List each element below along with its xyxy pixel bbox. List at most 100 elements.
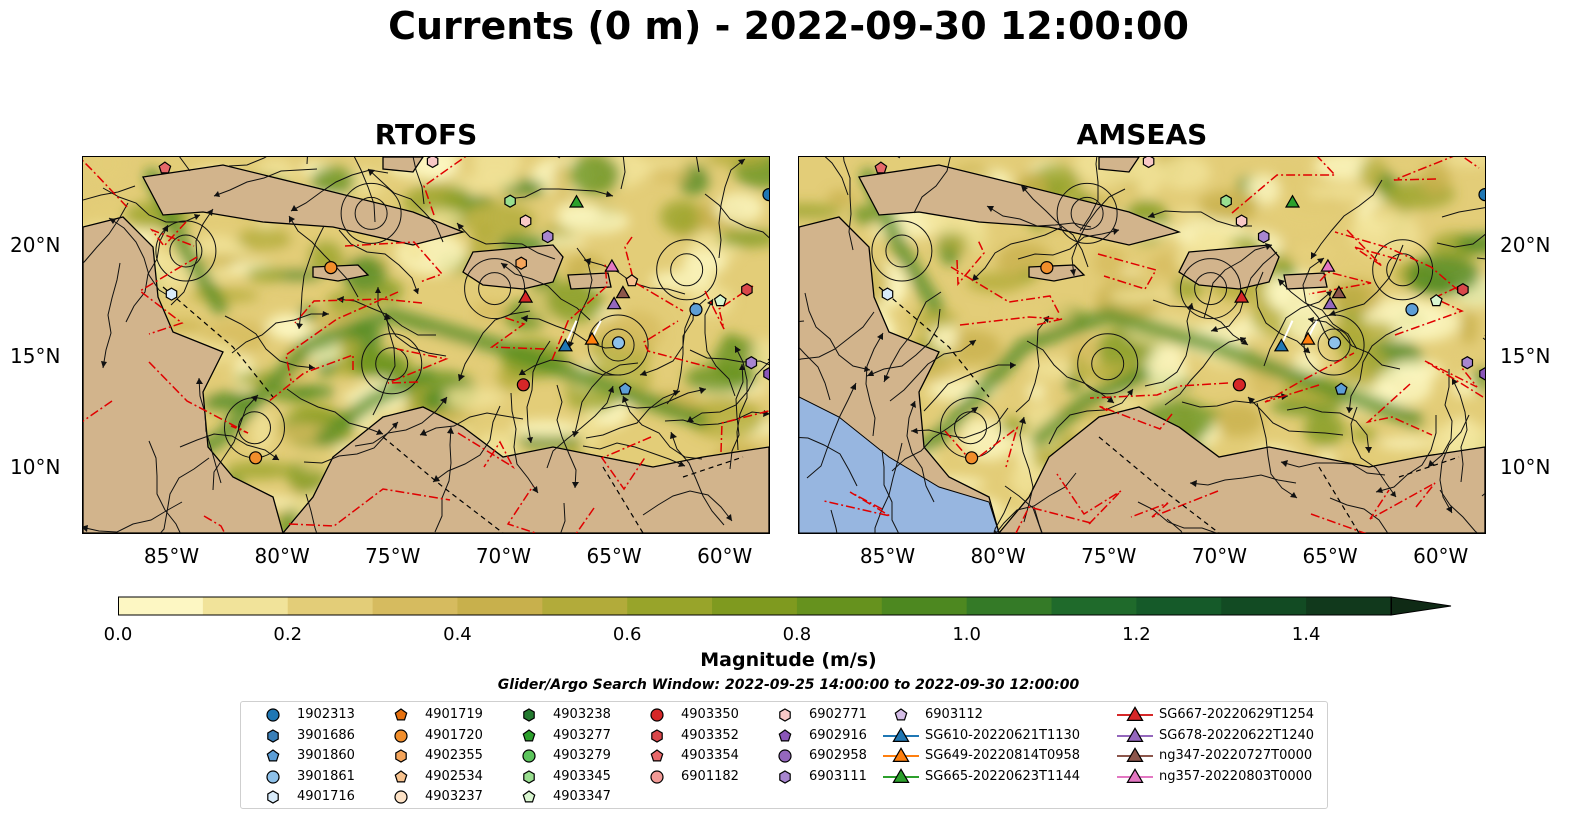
platform-marker[interactable] (504, 194, 516, 208)
legend-marker-shape[interactable] (650, 769, 664, 784)
platform-marker[interactable] (426, 157, 439, 169)
platform-marker[interactable] (874, 161, 888, 174)
platform-marker[interactable] (518, 289, 534, 303)
platform-marker[interactable] (1478, 188, 1485, 202)
platform-marker[interactable] (689, 303, 703, 317)
legend-marker-shape[interactable] (892, 767, 910, 783)
platform-marker[interactable] (516, 378, 530, 392)
legend-marker-shape[interactable] (892, 747, 910, 762)
platform-marker[interactable] (1334, 382, 1348, 395)
platform-marker[interactable] (1220, 194, 1232, 208)
legend-marker-shape[interactable] (650, 749, 664, 762)
platform-marker[interactable] (1273, 338, 1289, 352)
platform-marker[interactable] (519, 214, 532, 228)
legend-marker-shape[interactable] (651, 728, 663, 743)
current-streamlines (799, 157, 1485, 533)
legend-marker-shape[interactable] (1126, 706, 1144, 721)
legend-marker-shape[interactable] (394, 769, 408, 782)
legend-label: 6902958 (809, 748, 867, 763)
legend-marker-shape[interactable] (1126, 726, 1144, 742)
legend-marker-shape[interactable] (894, 708, 908, 721)
legend-label: 4901719 (425, 707, 483, 722)
legend-label: ng347-20220727T0000 (1159, 748, 1313, 763)
legend-marker-shape[interactable] (266, 769, 280, 784)
legend-marker-shape[interactable] (395, 749, 407, 763)
legend-marker-shape[interactable] (779, 708, 791, 722)
rtofs-current-map[interactable] (82, 156, 770, 534)
platform-marker[interactable] (584, 331, 600, 345)
current-streamlines (83, 157, 769, 533)
platform-marker[interactable] (1322, 296, 1338, 310)
legend-marker-icon (523, 769, 535, 784)
amseas-current-map[interactable] (798, 156, 1486, 534)
legend-marker-shape[interactable] (650, 708, 664, 722)
legend-marker-shape[interactable] (522, 728, 536, 741)
platform-marker[interactable] (568, 194, 585, 208)
legend-label: 4902534 (425, 768, 483, 784)
platform-marker[interactable] (763, 367, 769, 381)
platform-marker[interactable] (615, 285, 631, 299)
platform-marker[interactable] (1040, 260, 1054, 275)
platform-marker[interactable] (249, 451, 263, 465)
platform-marker[interactable] (741, 283, 753, 297)
platform-marker[interactable] (713, 294, 727, 307)
platform-marker[interactable] (1284, 194, 1301, 208)
platform-marker[interactable] (557, 338, 573, 352)
platform-marker[interactable] (1479, 367, 1485, 381)
platform-marker[interactable] (762, 188, 769, 202)
platform-marker[interactable] (1461, 356, 1474, 370)
legend-label: 1902313 (297, 707, 355, 722)
platform-marker[interactable] (1300, 331, 1316, 345)
platform-marker[interactable] (1142, 157, 1155, 169)
amseas-map-canvas[interactable] (799, 157, 1485, 533)
platform-marker[interactable] (541, 229, 554, 244)
colorbar-tick-label: 1.0 (952, 624, 981, 645)
legend-marker-shape[interactable] (1126, 767, 1144, 783)
platform-marker[interactable] (1234, 289, 1250, 303)
legend-marker-shape[interactable] (522, 749, 536, 763)
colorbar-swatch (372, 597, 458, 615)
colorbar-swatch (118, 597, 204, 615)
legend-marker-shape[interactable] (523, 769, 535, 784)
lon-tick-label: 85°W (143, 544, 200, 568)
platform-marker[interactable] (625, 274, 639, 287)
platform-marker[interactable] (158, 161, 172, 174)
legend-marker-shape[interactable] (1126, 747, 1144, 762)
platform-marker[interactable] (1429, 294, 1443, 307)
platform-marker[interactable] (745, 356, 758, 370)
legend-marker-shape[interactable] (267, 790, 279, 804)
platform-marker[interactable] (1327, 336, 1342, 350)
legend-marker-shape[interactable] (522, 790, 536, 803)
legend-marker-shape[interactable] (394, 790, 408, 804)
platform-marker[interactable] (324, 260, 338, 275)
platform-marker[interactable] (515, 256, 527, 270)
legend-marker-shape[interactable] (523, 708, 535, 722)
platform-marker[interactable] (611, 336, 626, 350)
legend-marker-shape[interactable] (266, 708, 280, 722)
rtofs-map-canvas[interactable] (83, 157, 769, 533)
legend-marker-shape[interactable] (779, 769, 791, 784)
platform-marker[interactable] (1457, 283, 1469, 297)
colorbar-swatch (881, 597, 968, 615)
legend-marker-shape[interactable] (892, 726, 910, 742)
platform-marker[interactable] (618, 382, 632, 395)
platform-marker[interactable] (1331, 285, 1347, 299)
platform-marker[interactable] (881, 287, 894, 301)
legend-marker-icon (778, 728, 792, 741)
platform-marker[interactable] (604, 258, 620, 272)
platform-marker[interactable] (1405, 303, 1419, 317)
platform-marker[interactable] (1257, 229, 1270, 244)
platform-marker[interactable] (1235, 214, 1248, 228)
legend-marker-shape[interactable] (778, 728, 792, 741)
legend-marker-shape[interactable] (266, 749, 280, 762)
legend-marker-shape[interactable] (394, 728, 408, 743)
legend-marker-shape[interactable] (267, 728, 279, 743)
platform-marker[interactable] (1320, 258, 1336, 272)
legend-marker-icon (778, 749, 792, 763)
legend-marker-shape[interactable] (394, 708, 408, 721)
platform-marker[interactable] (965, 451, 979, 465)
platform-marker[interactable] (606, 296, 622, 310)
legend-marker-shape[interactable] (778, 749, 792, 763)
platform-marker[interactable] (165, 287, 178, 301)
platform-marker[interactable] (1232, 378, 1246, 392)
